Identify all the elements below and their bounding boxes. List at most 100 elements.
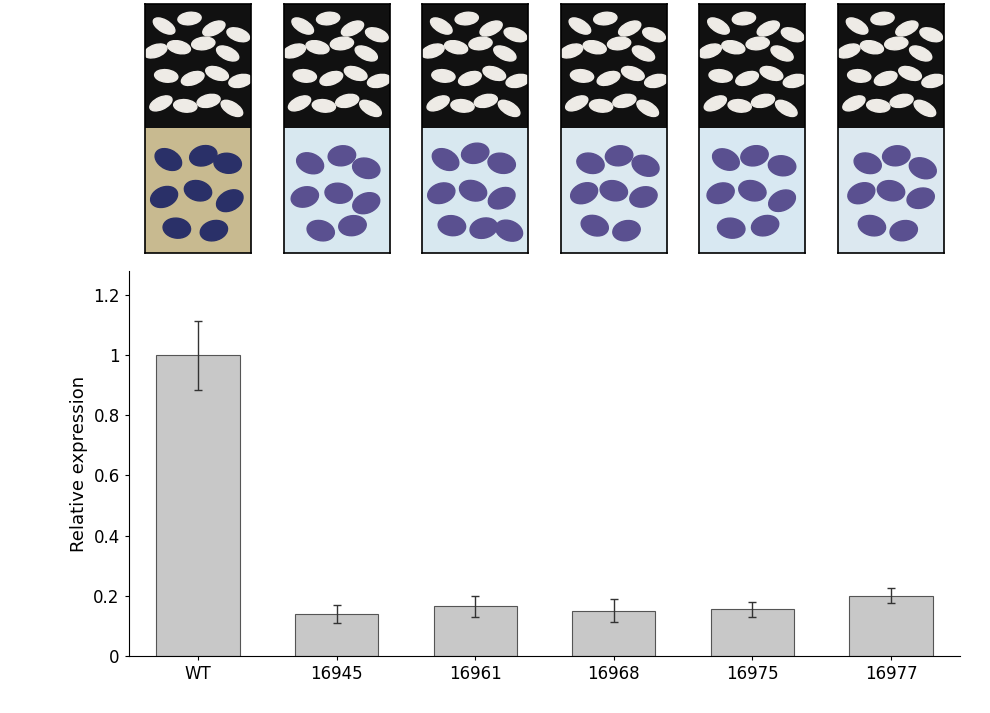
Ellipse shape (643, 28, 665, 42)
Ellipse shape (594, 12, 617, 25)
Ellipse shape (227, 28, 249, 42)
Ellipse shape (155, 148, 181, 170)
Ellipse shape (163, 218, 190, 238)
Ellipse shape (458, 71, 481, 86)
Ellipse shape (644, 74, 667, 88)
Ellipse shape (775, 101, 797, 116)
Ellipse shape (760, 66, 783, 81)
Ellipse shape (427, 96, 449, 111)
Ellipse shape (885, 37, 908, 50)
Ellipse shape (359, 101, 381, 116)
Ellipse shape (469, 37, 492, 50)
Ellipse shape (145, 44, 167, 58)
Ellipse shape (352, 193, 380, 214)
Ellipse shape (367, 74, 390, 88)
Ellipse shape (283, 44, 306, 58)
Ellipse shape (455, 12, 478, 25)
Ellipse shape (613, 94, 636, 108)
Ellipse shape (722, 41, 744, 53)
Ellipse shape (854, 153, 881, 173)
Ellipse shape (858, 215, 886, 236)
Ellipse shape (577, 153, 604, 173)
Ellipse shape (496, 220, 523, 241)
Ellipse shape (757, 21, 779, 36)
Ellipse shape (637, 101, 658, 116)
Ellipse shape (771, 46, 793, 61)
Ellipse shape (445, 41, 467, 53)
Y-axis label: Relative expression: Relative expression (69, 375, 88, 552)
Ellipse shape (860, 41, 883, 53)
Ellipse shape (783, 74, 806, 88)
Ellipse shape (307, 220, 335, 241)
Ellipse shape (365, 28, 388, 42)
Ellipse shape (597, 71, 620, 86)
Ellipse shape (739, 180, 766, 201)
Ellipse shape (890, 94, 913, 108)
Ellipse shape (217, 46, 239, 61)
Ellipse shape (291, 187, 319, 207)
Ellipse shape (325, 183, 352, 203)
Ellipse shape (470, 218, 497, 238)
Ellipse shape (633, 46, 654, 61)
Ellipse shape (342, 21, 363, 36)
Ellipse shape (480, 21, 502, 36)
Bar (156, 355, 240, 656)
Ellipse shape (565, 96, 588, 111)
Ellipse shape (781, 28, 804, 42)
Ellipse shape (746, 37, 769, 50)
Ellipse shape (178, 12, 201, 25)
Ellipse shape (317, 12, 340, 25)
Ellipse shape (433, 148, 458, 170)
Ellipse shape (149, 96, 172, 111)
Ellipse shape (707, 183, 735, 203)
Ellipse shape (605, 145, 633, 166)
Ellipse shape (288, 96, 311, 111)
Ellipse shape (709, 70, 733, 82)
Bar (434, 606, 517, 656)
Ellipse shape (877, 180, 905, 201)
Ellipse shape (488, 153, 516, 173)
Ellipse shape (899, 66, 922, 81)
Ellipse shape (320, 71, 343, 86)
Ellipse shape (184, 180, 212, 201)
Ellipse shape (866, 100, 890, 112)
Ellipse shape (154, 70, 178, 82)
Ellipse shape (192, 37, 215, 50)
Ellipse shape (768, 155, 796, 176)
Ellipse shape (704, 96, 727, 111)
Ellipse shape (292, 18, 314, 34)
Ellipse shape (920, 28, 942, 42)
Ellipse shape (847, 183, 875, 204)
Ellipse shape (214, 153, 242, 173)
Ellipse shape (428, 183, 454, 203)
Ellipse shape (488, 188, 515, 209)
Ellipse shape (229, 74, 251, 88)
Ellipse shape (206, 66, 229, 81)
Ellipse shape (733, 12, 755, 25)
Ellipse shape (345, 66, 367, 81)
Ellipse shape (197, 94, 220, 108)
Ellipse shape (312, 100, 336, 112)
Ellipse shape (474, 94, 497, 108)
Ellipse shape (352, 158, 380, 178)
Ellipse shape (483, 66, 506, 81)
Ellipse shape (890, 220, 918, 241)
Ellipse shape (910, 46, 932, 61)
Ellipse shape (450, 100, 474, 112)
Ellipse shape (569, 18, 591, 34)
Bar (572, 611, 655, 656)
Ellipse shape (768, 190, 795, 212)
Ellipse shape (355, 46, 377, 61)
Ellipse shape (896, 21, 918, 36)
Ellipse shape (439, 215, 465, 236)
Ellipse shape (583, 41, 606, 53)
Ellipse shape (751, 215, 779, 236)
Ellipse shape (847, 70, 871, 82)
Bar (711, 610, 794, 656)
Ellipse shape (589, 100, 613, 112)
Ellipse shape (613, 220, 641, 241)
Ellipse shape (150, 187, 177, 207)
Ellipse shape (838, 44, 860, 58)
Ellipse shape (600, 180, 628, 201)
Ellipse shape (494, 46, 516, 61)
